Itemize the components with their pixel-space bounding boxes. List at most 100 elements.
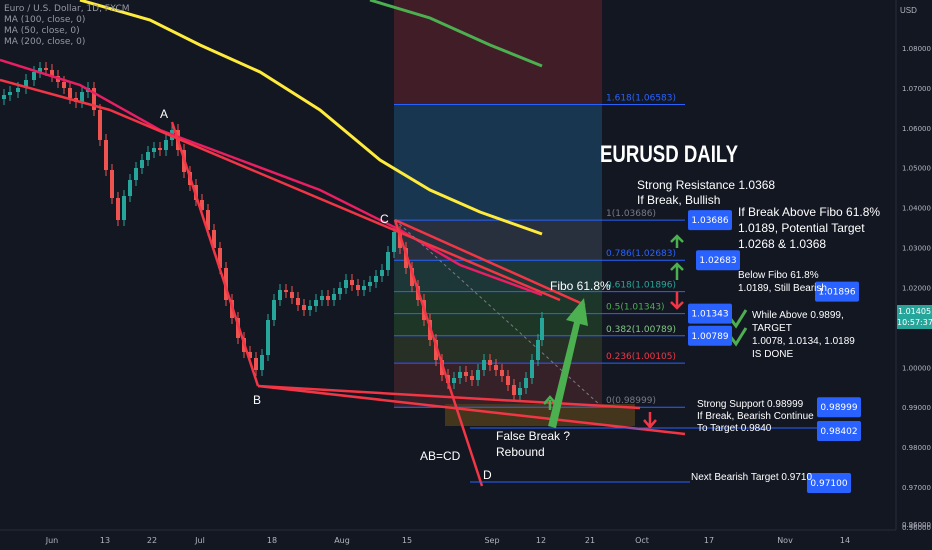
candle-body	[518, 388, 522, 395]
time-tick: Nov	[777, 536, 793, 545]
note-support-3: To Target 0.9840	[697, 423, 772, 434]
candle-body	[506, 376, 510, 385]
candle-body	[218, 248, 222, 268]
down-arrow-icon	[643, 412, 657, 429]
up-arrow-icon	[670, 234, 684, 248]
time-tick: 14	[840, 536, 850, 545]
time-tick: Sep	[484, 536, 499, 545]
price-label-box	[815, 281, 859, 302]
chart-title: EURUSD DAILY	[600, 141, 738, 168]
time-tick: Jul	[194, 536, 205, 545]
price-tick: 1.02000	[902, 284, 931, 292]
note-support-2: If Break, Bearish Continue	[697, 411, 814, 422]
abcd-leg-ab[interactable]	[170, 121, 260, 387]
fib-label: 1(1.03686)	[606, 209, 656, 219]
candle-body	[326, 296, 330, 300]
symbol-label: Euro / U.S. Dollar, 1D, FXCM	[4, 4, 130, 14]
candle-body	[410, 268, 414, 286]
candle-body	[320, 296, 324, 300]
time-tick: Aug	[334, 536, 350, 545]
point-a-label: A	[160, 107, 168, 121]
time-tick: 18	[267, 536, 277, 545]
candle-body	[50, 70, 54, 76]
support-zone	[445, 404, 635, 426]
time-tick: 12	[536, 536, 546, 545]
time-tick: 15	[402, 536, 412, 545]
candle-body	[122, 196, 126, 220]
candle-body	[200, 200, 204, 210]
candle-body	[68, 88, 72, 98]
price-label-text: 0.98999	[820, 403, 857, 413]
candle-body	[488, 360, 492, 365]
candle-body	[116, 198, 120, 220]
price-tick: 1.08000	[902, 45, 931, 53]
candle-body	[248, 352, 252, 358]
note-while-1: While Above 0.9899,	[752, 310, 844, 321]
price-tick: 0.96000	[902, 521, 931, 529]
candle-body	[32, 72, 36, 80]
candle-body	[146, 152, 150, 160]
price-tick: 1.05000	[902, 165, 931, 173]
point-b-label: B	[253, 393, 261, 407]
up-arrow-icon	[543, 395, 557, 410]
note-false-1: False Break ?	[496, 429, 570, 443]
candle-body	[212, 230, 216, 248]
price-label-box	[688, 325, 732, 346]
abcd-leg-cd[interactable]	[393, 219, 484, 487]
note-abcd: AB=CD	[420, 449, 461, 463]
fib-label: 0.382(1.00789)	[606, 325, 676, 335]
note-below-1: Below Fibo 61.8%	[738, 270, 819, 281]
fib-zone-3	[394, 292, 602, 314]
candle-body	[302, 305, 306, 310]
price-label-box	[696, 250, 740, 271]
time-tick: Jun	[45, 536, 59, 545]
ma50-label: MA (50, close, 0)	[4, 26, 80, 36]
price-tick: 1.03000	[902, 245, 931, 253]
candle-body	[158, 148, 162, 150]
candle-body	[2, 95, 6, 99]
candle-body	[44, 68, 48, 70]
candle-body	[380, 270, 384, 276]
candle-body	[140, 160, 144, 168]
candle-body	[308, 306, 312, 310]
trendline-support[interactable]	[257, 384, 641, 410]
ma100-label: MA (100, close, 0)	[4, 15, 86, 25]
position-box[interactable]	[394, 0, 635, 426]
candle-body	[134, 168, 138, 180]
fib-label: 1.618(1.06583)	[606, 94, 676, 104]
price-labels: 1.03686 1.02683 1.01896 1.01343 1.00789 0.989…	[688, 210, 861, 494]
candle-body	[38, 68, 42, 72]
candle-body	[386, 252, 390, 270]
price-axis[interactable]	[896, 0, 932, 530]
note-break-1: If Break Above Fibo 61.8%	[738, 205, 880, 219]
candle-body	[284, 290, 288, 292]
target-zone	[394, 104, 602, 220]
last-price-tag: 1.01405 10:57:37	[897, 305, 932, 329]
trendline-upper-left[interactable]	[0, 78, 111, 112]
candle-body	[434, 340, 438, 360]
legend: Euro / U.S. Dollar, 1D, FXCM MA (100, cl…	[4, 4, 130, 48]
candle-body	[368, 282, 372, 286]
note-resistance-1: Strong Resistance 1.0368	[637, 178, 775, 192]
bullish-arrow-icon	[548, 298, 588, 428]
ma50-line	[79, 0, 543, 236]
time-scale: Jun 13 22 Jul 18 Aug 15 Sep 12 21 Oct 17 Nov 14	[45, 536, 850, 545]
time-tick: 13	[100, 536, 110, 545]
candle-body	[540, 318, 544, 340]
candle-body	[92, 88, 96, 110]
fib-label: 0.786(1.02683)	[606, 249, 676, 259]
candle-body	[458, 372, 462, 378]
candle-body	[524, 378, 528, 388]
candle-body	[356, 285, 360, 290]
candle-body	[398, 232, 402, 248]
candle-body	[470, 376, 474, 380]
trendline-lower[interactable]	[257, 384, 686, 436]
time-axis[interactable]	[0, 530, 932, 550]
trendline-ma[interactable]	[109, 108, 561, 302]
trendline-upper[interactable]	[394, 218, 586, 307]
candle-body	[392, 232, 396, 252]
candle-body	[104, 140, 108, 170]
price-label-box	[688, 303, 732, 324]
ma100-line	[0, 58, 543, 297]
